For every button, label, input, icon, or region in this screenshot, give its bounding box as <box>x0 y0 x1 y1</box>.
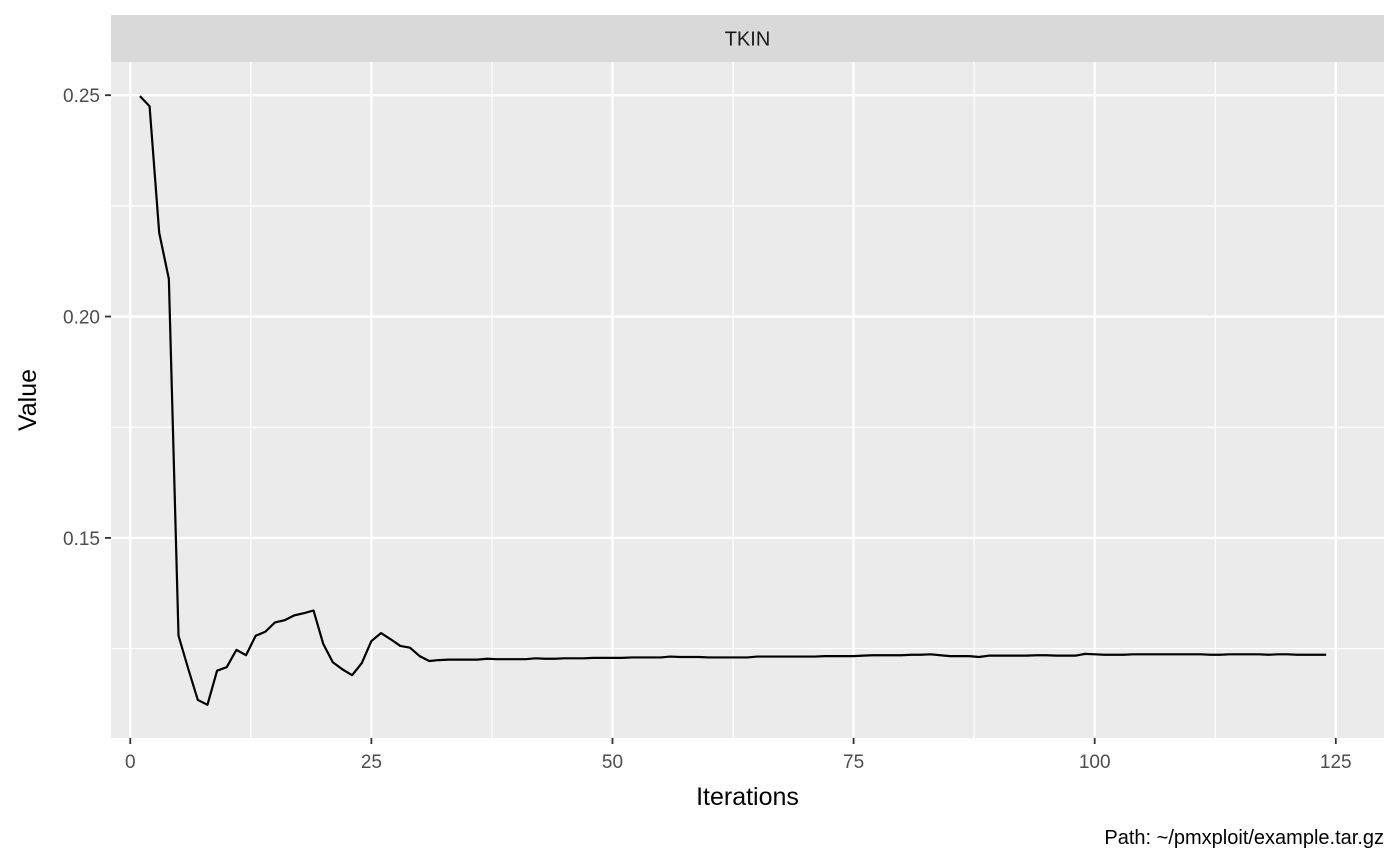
x-tick-label: 50 <box>602 752 623 773</box>
y-axis: 0.15 0.20 0.25 <box>63 86 111 550</box>
y-axis-title: Value <box>14 369 42 431</box>
y-tick-label: 0.25 <box>63 86 100 107</box>
facet-strip-background <box>111 15 1384 62</box>
minor-gridlines <box>111 62 1384 738</box>
x-tick-label: 125 <box>1320 752 1352 773</box>
plot-panel <box>111 62 1384 738</box>
major-gridlines <box>111 62 1384 738</box>
x-axis-title: Iterations <box>696 783 799 811</box>
x-tick-label: 75 <box>843 752 864 773</box>
facet-label: TKIN <box>725 29 771 51</box>
facet-strip: TKIN <box>111 15 1384 62</box>
y-tick-label: 0.20 <box>63 308 100 329</box>
caption: Path: ~/pmxploit/example.tar.gz <box>1104 827 1384 849</box>
x-axis: 0 25 50 75 100 125 <box>125 738 1352 773</box>
x-tick-label: 100 <box>1079 752 1111 773</box>
x-tick-label: 25 <box>361 752 382 773</box>
y-tick-label: 0.15 <box>63 529 100 550</box>
series-layer <box>139 95 1327 706</box>
series-line <box>139 95 1327 706</box>
x-tick-label: 0 <box>125 752 136 773</box>
